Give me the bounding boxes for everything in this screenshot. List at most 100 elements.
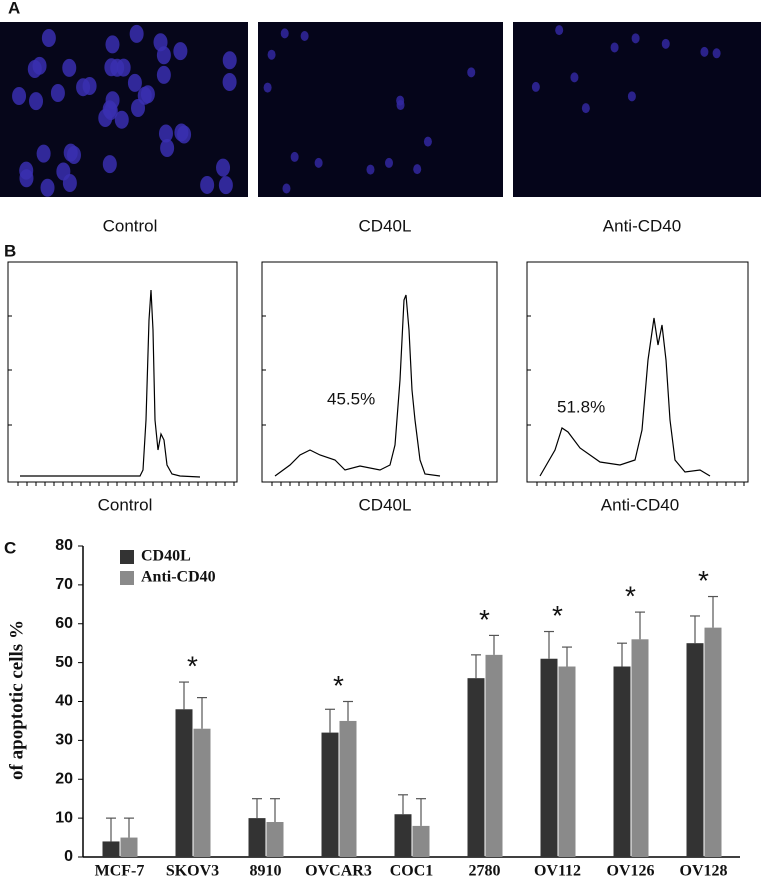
nucleus xyxy=(610,42,619,53)
significance-marker: * xyxy=(625,580,636,611)
legend-label: CD40L xyxy=(141,548,191,565)
bar xyxy=(412,825,430,857)
y-tick-label: 20 xyxy=(55,770,73,787)
error-bar xyxy=(635,611,645,640)
panel-label: A xyxy=(8,0,20,17)
nucleus xyxy=(29,92,44,111)
nucleus xyxy=(62,58,77,77)
histogram-curve xyxy=(539,317,711,477)
x-tick-label: SKOV3 xyxy=(166,863,219,880)
nucleus xyxy=(661,38,670,49)
nucleus xyxy=(63,143,78,162)
nucleus xyxy=(555,25,564,36)
error-bar xyxy=(179,681,189,710)
nucleus xyxy=(127,73,142,92)
error-bar xyxy=(343,700,353,721)
nucleus xyxy=(105,91,120,110)
legend-label: Anti-CD40 xyxy=(141,569,216,586)
bar xyxy=(613,666,631,857)
significance-marker: * xyxy=(698,565,709,596)
bar xyxy=(175,709,193,857)
nucleus xyxy=(173,42,188,61)
x-tick-label: OV112 xyxy=(534,863,581,880)
nucleus xyxy=(105,35,120,54)
nucleus xyxy=(290,151,299,162)
legend-swatch xyxy=(120,550,134,564)
legend-swatch xyxy=(120,571,134,585)
nucleus xyxy=(216,158,231,177)
histogram-curve xyxy=(274,294,441,477)
bar xyxy=(321,732,339,857)
nucleus xyxy=(160,138,175,157)
nucleus xyxy=(156,46,171,65)
micrograph xyxy=(0,22,248,197)
image-label: Anti-CD40 xyxy=(603,216,681,235)
nucleus xyxy=(423,136,432,147)
error-bar xyxy=(124,817,134,838)
nucleus xyxy=(114,110,129,129)
error-bar xyxy=(416,798,426,826)
nucleus xyxy=(570,72,579,83)
error-bar xyxy=(617,642,627,667)
nucleus xyxy=(200,175,215,194)
bar xyxy=(631,639,649,857)
micrograph xyxy=(258,22,503,197)
histogram-frame xyxy=(7,261,238,483)
nucleus xyxy=(222,51,237,70)
y-axis-label: of apoptotic cells % xyxy=(6,620,27,780)
nucleus xyxy=(156,65,171,84)
nucleus xyxy=(263,82,272,93)
bar xyxy=(686,643,704,857)
y-tick-label: 30 xyxy=(55,732,73,749)
nucleus xyxy=(531,81,540,92)
nucleus xyxy=(129,24,144,43)
bar xyxy=(102,841,120,857)
image-label: Control xyxy=(103,216,158,235)
nucleus xyxy=(712,48,721,59)
error-bar xyxy=(562,646,572,667)
y-tick-label: 40 xyxy=(55,693,73,710)
nucleus xyxy=(581,103,590,114)
nucleus xyxy=(314,157,323,168)
nucleus xyxy=(102,155,117,174)
error-bar xyxy=(270,798,280,823)
bar xyxy=(704,627,722,857)
x-tick-label: 2780 xyxy=(469,863,501,880)
nucleus xyxy=(467,67,476,78)
error-bar xyxy=(544,630,554,659)
x-tick-label: 8910 xyxy=(250,863,282,880)
nucleus xyxy=(222,72,237,91)
histogram-label: Control xyxy=(98,495,153,514)
nucleus xyxy=(110,58,125,77)
error-bar xyxy=(106,817,116,842)
bar xyxy=(485,654,503,857)
bar xyxy=(540,658,558,857)
significance-marker: * xyxy=(333,670,344,701)
nucleus xyxy=(700,46,709,57)
nucleus xyxy=(280,28,289,39)
nucleus xyxy=(627,91,636,102)
histogram-frame xyxy=(261,261,498,483)
histogram-label: CD40L xyxy=(359,495,412,514)
bar xyxy=(558,666,576,857)
bar xyxy=(193,728,211,857)
nucleus xyxy=(32,56,47,75)
nucleus xyxy=(282,183,291,194)
x-tick-label: OV128 xyxy=(680,863,728,880)
image-label: CD40L xyxy=(359,216,412,235)
y-tick-label: 70 xyxy=(55,576,73,593)
nucleus xyxy=(12,86,27,105)
error-bar xyxy=(690,615,700,644)
histogram-label: Anti-CD40 xyxy=(601,495,679,514)
error-bar xyxy=(708,595,718,628)
bar xyxy=(339,720,357,857)
y-tick-label: 80 xyxy=(55,537,73,554)
x-tick-label: OVCAR3 xyxy=(305,863,372,880)
y-tick-label: 0 xyxy=(64,848,73,865)
nucleus xyxy=(50,83,65,102)
error-bar xyxy=(489,634,499,655)
x-tick-label: MCF-7 xyxy=(95,863,145,880)
nucleus xyxy=(396,100,405,111)
nucleus xyxy=(140,85,155,104)
error-bar xyxy=(398,794,408,815)
